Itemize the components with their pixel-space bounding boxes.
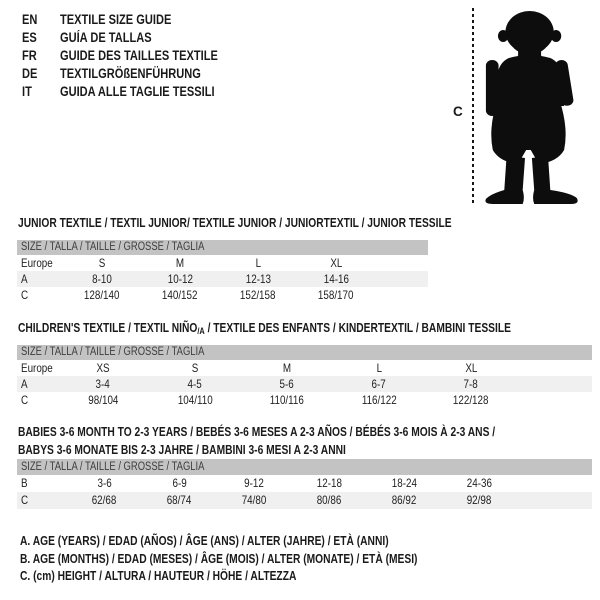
value-cell: 140/152 — [162, 288, 198, 302]
value-cell: 18-24 — [391, 476, 418, 490]
size-header-bar: SIZE / TALLA / TAILLE / GRÖSSE / TAGLIA — [17, 459, 592, 475]
legend-notes: A. AGE (YEARS) / EDAD (AÑOS) / ÂGE (ANS)… — [20, 533, 505, 586]
value-cell: 68/74 — [167, 493, 192, 507]
value-cell: 80/86 — [317, 493, 342, 507]
language-title: TEXTILE SIZE GUIDE — [60, 12, 172, 27]
value-cell: 6-7 — [371, 377, 387, 391]
height-measure-label: C — [453, 104, 463, 119]
value-cell: 98/104 — [87, 393, 119, 407]
table-row-europe: Europe XS S M L XL — [17, 360, 592, 376]
size-cell: L — [376, 361, 382, 375]
table-row-age: A 3-4 4-5 5-6 6-7 7-8 — [17, 376, 592, 392]
language-title: GUIDA ALLE TAGLIE TESSILI — [60, 84, 215, 99]
size-cell: L — [255, 256, 261, 270]
value-cell: 116/122 — [361, 393, 397, 407]
language-row-de: DE TEXTILGRÖßENFÜHRUNG — [22, 65, 253, 83]
size-cell: M — [175, 256, 185, 270]
value-cell: 158/170 — [318, 288, 354, 302]
legend-note-c: C. (cm) HEIGHT / ALTURA / HAUTEUR / HÖHE… — [20, 569, 297, 583]
junior-section-heading: JUNIOR TEXTILE / TEXTIL JUNIOR/ TEXTILE … — [18, 216, 452, 230]
language-list: EN TEXTILE SIZE GUIDE ES GUÍA DE TALLAS … — [22, 11, 253, 101]
table-row-age: A 8-10 10-12 12-13 14-16 — [17, 271, 428, 287]
row-label: A — [21, 272, 28, 286]
language-row-es: ES GUÍA DE TALLAS — [22, 29, 253, 47]
legend-note-b: B. AGE (MONTHS) / EDAD (MESES) / ÂGE (MO… — [20, 551, 418, 566]
value-cell: 14-16 — [323, 272, 349, 286]
size-header-bar: SIZE / TALLA / TAILLE / GRÖSSE / TAGLIA — [17, 345, 592, 360]
language-code: FR — [22, 48, 37, 63]
value-cell: 62/68 — [92, 493, 117, 507]
value-cell: 12-13 — [245, 272, 271, 286]
language-title: GUÍA DE TALLAS — [60, 30, 152, 45]
row-label: A — [21, 377, 28, 391]
value-cell: 9-12 — [244, 476, 265, 490]
height-dashed-line — [472, 8, 474, 206]
value-cell: 7-8 — [463, 377, 479, 391]
row-label: Europe — [21, 256, 53, 270]
value-cell: 12-18 — [316, 476, 343, 490]
value-cell: 4-5 — [187, 377, 203, 391]
value-cell: 86/92 — [392, 493, 417, 507]
language-title: TEXTILGRÖßENFÜHRUNG — [60, 66, 201, 81]
heading-subscript: /A — [197, 326, 205, 336]
value-cell: 92/98 — [467, 493, 492, 507]
babies-section-heading: BABIES 3-6 MONTH TO 2-3 YEARS / BEBÉS 3-… — [18, 425, 496, 457]
row-label: B — [21, 476, 28, 490]
baby-silhouette-icon — [485, 11, 578, 204]
size-cell: M — [282, 361, 292, 375]
value-cell: 74/80 — [242, 493, 267, 507]
language-title: GUIDE DES TAILLES TEXTILE — [60, 48, 218, 63]
row-label: C — [21, 493, 29, 507]
language-code: IT — [22, 84, 32, 99]
row-label: Europe — [21, 361, 53, 375]
language-code: EN — [22, 12, 38, 27]
value-cell: 3-4 — [95, 377, 111, 391]
row-label: C — [21, 393, 29, 407]
language-row-fr: FR GUIDE DES TAILLES TEXTILE — [22, 47, 253, 65]
value-cell: 104/110 — [177, 393, 213, 407]
row-label: C — [21, 288, 29, 302]
size-cell: S — [98, 256, 106, 270]
value-cell: 110/116 — [269, 393, 305, 407]
value-cell: 3-6 — [97, 476, 112, 490]
value-cell: 152/158 — [240, 288, 276, 302]
junior-size-table: SIZE / TALLA / TAILLE / GRÖSSE / TAGLIA … — [17, 240, 428, 303]
value-cell: 6-9 — [172, 476, 187, 490]
language-code: DE — [22, 66, 38, 81]
language-row-en: EN TEXTILE SIZE GUIDE — [22, 11, 253, 29]
value-cell: 128/140 — [84, 288, 120, 302]
children-size-table: SIZE / TALLA / TAILLE / GRÖSSE / TAGLIA … — [17, 345, 592, 408]
table-row-height: C 128/140 140/152 152/158 158/170 — [17, 287, 428, 303]
table-row-europe: Europe S M L XL — [17, 255, 428, 271]
value-cell: 10-12 — [167, 272, 193, 286]
value-cell: 5-6 — [279, 377, 295, 391]
size-cell: XL — [329, 256, 343, 270]
legend-note-a: A. AGE (YEARS) / EDAD (AÑOS) / ÂGE (ANS)… — [20, 534, 389, 548]
size-cell: S — [191, 361, 199, 375]
table-row-height: C 98/104 104/110 110/116 116/122 122/128 — [17, 392, 592, 408]
size-cell: XS — [96, 361, 110, 375]
value-cell: 24-36 — [466, 476, 493, 490]
value-cell: 122/128 — [453, 393, 489, 407]
babies-size-table: SIZE / TALLA / TAILLE / GRÖSSE / TAGLIA … — [17, 459, 592, 509]
value-cell: 8-10 — [92, 272, 112, 286]
language-row-it: IT GUIDA ALLE TAGLIE TESSILI — [22, 83, 253, 101]
children-section-heading: CHILDREN'S TEXTILE / TEXTIL NIÑO/A / TEX… — [18, 321, 511, 336]
table-row-height: C 62/68 68/74 74/80 80/86 86/92 92/98 — [17, 492, 592, 509]
language-code: ES — [22, 30, 37, 45]
table-row-age-months: B 3-6 6-9 9-12 12-18 18-24 24-36 — [17, 475, 592, 492]
size-header-bar: SIZE / TALLA / TAILLE / GRÖSSE / TAGLIA — [17, 240, 428, 255]
size-cell: XL — [464, 361, 478, 375]
